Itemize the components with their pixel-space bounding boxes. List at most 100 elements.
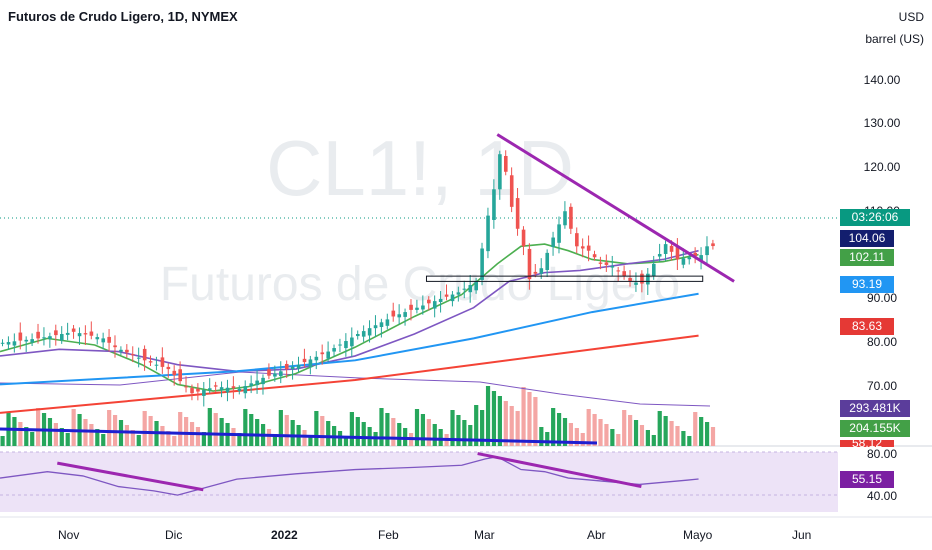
volume-bar xyxy=(610,429,615,446)
ma100-line xyxy=(0,292,699,386)
candle-body xyxy=(60,334,64,341)
volume-bar xyxy=(284,415,289,446)
volume-bar xyxy=(651,435,656,446)
candle-body xyxy=(456,292,461,295)
volume-bar xyxy=(574,428,579,446)
volume-bar xyxy=(36,408,41,446)
volume-bar xyxy=(639,425,645,446)
candle-body xyxy=(160,357,165,367)
volume-bar xyxy=(556,413,562,446)
volume-bar xyxy=(403,428,408,446)
volume-bar xyxy=(391,418,396,446)
candle-body xyxy=(373,325,378,329)
price-tick-80: 80.00 xyxy=(866,335,898,349)
candle-body xyxy=(462,288,467,290)
candle-body xyxy=(610,266,615,268)
time-label-nov: Nov xyxy=(58,528,80,542)
volume-bar xyxy=(551,408,556,446)
volume-bar xyxy=(438,429,443,446)
candle-body xyxy=(279,371,283,377)
volume-bar xyxy=(397,423,402,446)
candle-body xyxy=(255,380,259,386)
volume-bar xyxy=(130,430,135,446)
ma-mid-badge: 93.19 xyxy=(840,276,894,293)
resistance-trendline xyxy=(496,133,735,283)
candle-body xyxy=(6,342,11,345)
candle-body xyxy=(202,389,206,396)
volume-bar xyxy=(219,418,224,446)
volume-bar xyxy=(710,427,716,446)
candle-body xyxy=(136,357,141,359)
ma200-line xyxy=(0,334,699,414)
candle-body xyxy=(480,248,484,280)
volume-bar xyxy=(586,409,591,446)
candle-body xyxy=(646,273,650,285)
volume-bar xyxy=(95,429,100,446)
candle-body xyxy=(338,344,342,346)
candle-body xyxy=(450,294,455,302)
volume-bar xyxy=(337,431,343,446)
candle-body xyxy=(101,338,106,343)
candle-body xyxy=(113,345,117,348)
candle-body xyxy=(30,339,34,343)
volume-bar xyxy=(432,424,437,446)
volume-bar xyxy=(580,433,585,446)
volume-bar xyxy=(12,417,17,446)
volume-bar xyxy=(278,410,283,446)
volume-bar xyxy=(302,430,307,446)
volume-bar xyxy=(201,432,206,446)
candle-body xyxy=(385,319,390,326)
volume-bar xyxy=(184,417,189,446)
price-tick-70: 70.00 xyxy=(866,379,898,393)
candle-body xyxy=(598,262,603,264)
candle-body xyxy=(320,352,325,355)
volume-bar xyxy=(462,420,467,446)
candle-body xyxy=(527,248,532,280)
candle-body xyxy=(687,257,692,260)
candle-body xyxy=(438,298,443,302)
candle-body xyxy=(468,285,473,293)
candle-body xyxy=(563,211,567,226)
volume-bar xyxy=(178,412,183,446)
volume-bar xyxy=(628,415,633,446)
volume-bar xyxy=(663,416,668,446)
volume-bar xyxy=(468,425,473,446)
volume-bar xyxy=(474,405,479,446)
volume-bar xyxy=(420,414,426,446)
volume-bar xyxy=(320,416,325,446)
candle-body xyxy=(515,198,520,229)
volume-bar xyxy=(497,396,502,446)
volume-bar xyxy=(308,435,313,446)
candle-body xyxy=(65,332,70,335)
candle-body xyxy=(640,273,644,284)
candle-body xyxy=(616,270,621,272)
candle-body xyxy=(356,334,360,337)
candle-body xyxy=(261,377,265,385)
volume-bar xyxy=(539,427,544,446)
currency-label: USD xyxy=(898,10,924,24)
candle-body xyxy=(219,387,224,391)
candle-body xyxy=(657,253,662,257)
time-label-feb: Feb xyxy=(378,528,399,542)
volume-bar xyxy=(195,427,201,446)
candle-body xyxy=(332,348,336,352)
volume-bar xyxy=(89,424,94,446)
candle-body xyxy=(107,336,111,343)
volume-bar xyxy=(450,410,455,446)
volume-bar xyxy=(207,408,212,446)
volume-bar xyxy=(101,434,106,446)
volume-bar xyxy=(622,410,627,446)
candle-body xyxy=(409,304,413,310)
candle-body xyxy=(705,246,709,256)
volume-bar xyxy=(527,392,532,446)
volume-bar xyxy=(515,411,520,446)
candle-body xyxy=(379,322,384,327)
price-tick-140: 140.00 xyxy=(863,73,901,87)
candle-body xyxy=(54,330,58,336)
volume-badge: 204.155K xyxy=(840,420,910,437)
volume-bar xyxy=(485,386,491,446)
candle-body xyxy=(486,215,490,252)
candle-body xyxy=(326,351,330,359)
